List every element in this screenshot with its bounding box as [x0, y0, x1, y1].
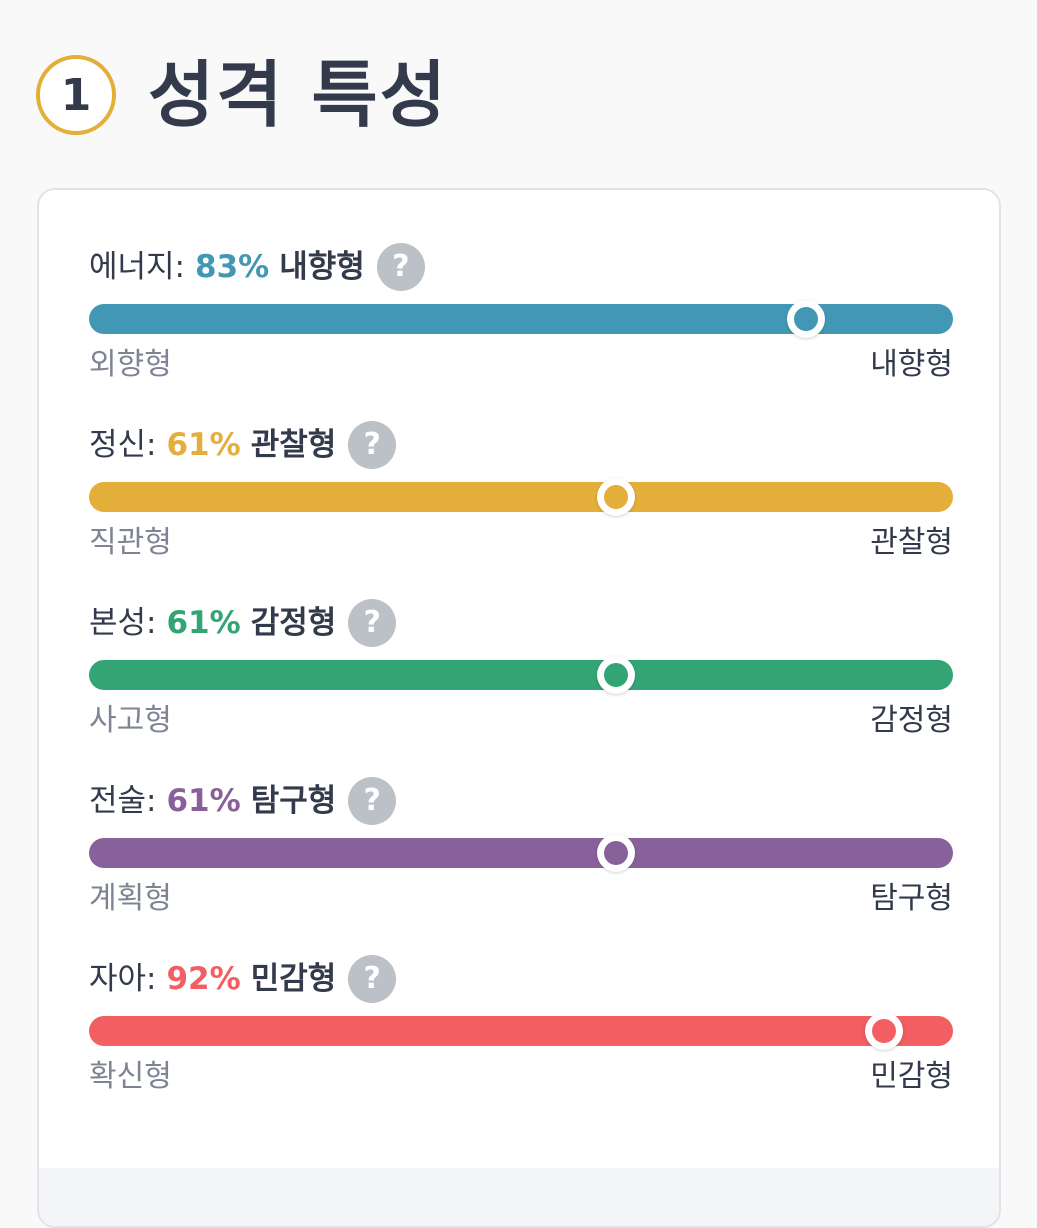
trait-left-label: 계획형	[89, 881, 172, 916]
trait-nature: 본성: 61% 감정형 ? 사고형 감정형	[89, 598, 953, 748]
trait-name: 정신:	[89, 426, 157, 463]
slider-handle	[787, 300, 826, 338]
trait-bar	[89, 300, 953, 338]
trait-name: 에너지:	[89, 248, 186, 285]
question-circle-icon[interactable]: ?	[376, 243, 425, 291]
trait-right-label: 감정형	[870, 703, 953, 738]
trait-percent: 61%	[166, 426, 241, 463]
trait-energy: 에너지: 83% 내향형 ? 외향형 내향형	[89, 242, 953, 392]
trait-percent: 83%	[195, 248, 270, 285]
trait-bar	[89, 1012, 953, 1050]
trait-bar	[89, 834, 953, 872]
question-circle-icon[interactable]: ?	[348, 599, 397, 647]
section-title: 성격 특성	[148, 53, 449, 137]
trait-name: 자아:	[89, 960, 157, 997]
trait-right-label: 관찰형	[870, 525, 953, 560]
personality-traits-card: 에너지: 83% 내향형 ? 외향형 내향형 정신: 61% 관찰형 ? 직관형…	[37, 188, 1001, 1228]
trait-name: 본성:	[89, 604, 157, 641]
trait-type: 관찰형	[250, 426, 337, 463]
card-footer-band	[39, 1168, 999, 1226]
trait-heading: 본성: 61% 감정형 ?	[89, 598, 397, 648]
trait-name: 전술:	[89, 782, 157, 819]
slider-handle-dot	[794, 307, 819, 331]
slider-handle-dot	[604, 663, 629, 687]
trait-right-label: 내향형	[870, 347, 953, 382]
slider-handle-dot	[871, 1019, 896, 1043]
trait-heading: 전술: 61% 탐구형 ?	[89, 776, 397, 826]
trait-tactics: 전술: 61% 탐구형 ? 계획형 탐구형	[89, 776, 953, 926]
trait-left-label: 확신형	[89, 1059, 172, 1094]
trait-type: 감정형	[250, 604, 337, 641]
slider-handle	[597, 656, 636, 694]
trait-bar	[89, 478, 953, 516]
slider-handle	[864, 1012, 903, 1050]
trait-heading: 자아: 92% 민감형 ?	[89, 954, 397, 1004]
trait-left-label: 외향형	[89, 347, 172, 382]
trait-identity: 자아: 92% 민감형 ? 확신형 민감형	[89, 954, 953, 1104]
trait-percent: 92%	[166, 960, 241, 997]
trait-right-label: 민감형	[870, 1059, 953, 1094]
slider-handle-dot	[604, 841, 629, 865]
question-circle-icon[interactable]: ?	[348, 955, 397, 1003]
trait-type: 민감형	[250, 960, 337, 997]
question-circle-icon[interactable]: ?	[348, 777, 397, 825]
trait-heading: 에너지: 83% 내향형 ?	[89, 242, 425, 292]
trait-right-label: 탐구형	[870, 881, 953, 916]
slider-handle	[597, 834, 636, 872]
trait-left-label: 사고형	[89, 703, 172, 738]
slider-handle	[597, 478, 636, 516]
trait-percent: 61%	[166, 604, 241, 641]
question-circle-icon[interactable]: ?	[348, 421, 397, 469]
trait-left-label: 직관형	[89, 525, 172, 560]
trait-mind: 정신: 61% 관찰형 ? 직관형 관찰형	[89, 420, 953, 570]
trait-type: 내향형	[279, 248, 365, 285]
section-number-badge: 1	[36, 55, 116, 135]
trait-percent: 61%	[166, 782, 241, 819]
trait-heading: 정신: 61% 관찰형 ?	[89, 420, 397, 470]
trait-bar	[89, 656, 953, 694]
section-header: 1 성격 특성	[36, 52, 448, 138]
trait-type: 탐구형	[250, 782, 337, 819]
slider-handle-dot	[604, 485, 629, 509]
